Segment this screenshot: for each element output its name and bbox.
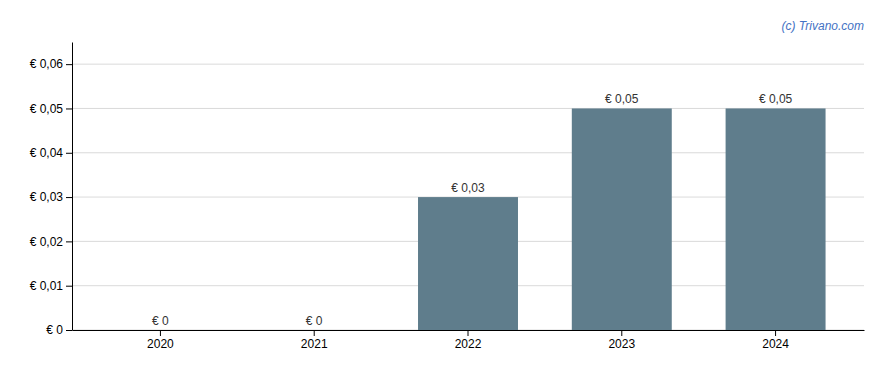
x-tick-mark <box>160 330 161 336</box>
bar <box>264 330 364 331</box>
x-tick-mark <box>775 330 776 336</box>
data-label: € 0 <box>152 314 169 328</box>
x-tick-label: 2020 <box>147 337 174 351</box>
y-axis-line <box>72 43 73 331</box>
watermark: (c) Trivano.com <box>782 19 864 33</box>
y-tick-label: € 0 <box>46 323 63 337</box>
chart-svg: € 0 € 0,01 € 0,02 € 0,03 € 0,04 € 0,05 € 0,06 2… <box>0 0 888 370</box>
bar <box>572 108 672 330</box>
x-tick-label: 2024 <box>762 337 789 351</box>
y-tick-mark <box>66 286 72 287</box>
y-tick-label: € 0,03 <box>30 190 64 204</box>
y-tick-mark <box>66 64 72 65</box>
data-label: € 0,05 <box>759 92 793 106</box>
y-axis: € 0 € 0,01 € 0,02 € 0,03 € 0,04 € 0,05 € 0,06 <box>30 43 73 338</box>
x-tick-mark <box>621 330 622 336</box>
x-axis: 2020 2021 2022 2023 2024 <box>73 330 865 351</box>
grid <box>72 64 864 330</box>
bar <box>418 197 518 330</box>
bars <box>418 108 826 330</box>
y-tick-label: € 0,06 <box>30 57 64 71</box>
y-tick-label: € 0,04 <box>30 146 64 160</box>
x-tick-mark <box>314 330 315 336</box>
y-tick-label: € 0,05 <box>30 102 64 116</box>
y-tick-label: € 0,02 <box>30 235 64 249</box>
y-tick: € 0,01 <box>30 279 72 293</box>
y-tick-mark <box>66 197 72 198</box>
data-label: € 0,03 <box>451 181 485 195</box>
y-tick-mark <box>66 108 72 109</box>
data-label: € 0 <box>306 314 323 328</box>
x-tick: 2021 <box>301 330 328 351</box>
y-tick: € 0,03 <box>30 190 72 204</box>
x-tick: 2022 <box>455 330 482 351</box>
data-labels: € 0 € 0 € 0,03 € 0,05 € 0,05 <box>152 92 792 328</box>
x-tick-label: 2021 <box>301 337 328 351</box>
data-label: € 0,05 <box>605 92 639 106</box>
y-tick: € 0,06 <box>30 57 72 71</box>
x-tick: 2024 <box>762 330 789 351</box>
x-tick-label: 2022 <box>455 337 482 351</box>
y-tick: € 0,04 <box>30 146 72 160</box>
y-tick: € 0,05 <box>30 102 72 116</box>
plot: € 0 € 0,01 € 0,02 € 0,03 € 0,04 € 0,05 € 0,06 2… <box>30 43 865 351</box>
y-tick: € 0,02 <box>30 235 72 249</box>
y-tick-mark <box>66 153 72 154</box>
x-tick: 2023 <box>608 330 635 351</box>
y-tick-mark <box>66 330 72 331</box>
grid-line <box>72 64 864 65</box>
annotations: (c) Trivano.com <box>782 19 864 33</box>
x-tick-mark <box>468 330 469 336</box>
y-tick-label: € 0,01 <box>30 279 64 293</box>
y-tick-mark <box>66 241 72 242</box>
bar <box>110 330 210 331</box>
x-tick-label: 2023 <box>608 337 635 351</box>
chart-container: € 0 € 0,01 € 0,02 € 0,03 € 0,04 € 0,05 € 0,06 2… <box>0 0 888 370</box>
y-tick: € 0 <box>46 323 72 337</box>
bar <box>726 108 826 330</box>
x-tick: 2020 <box>147 330 174 351</box>
